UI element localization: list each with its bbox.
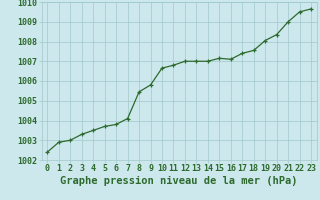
X-axis label: Graphe pression niveau de la mer (hPa): Graphe pression niveau de la mer (hPa)	[60, 176, 298, 186]
